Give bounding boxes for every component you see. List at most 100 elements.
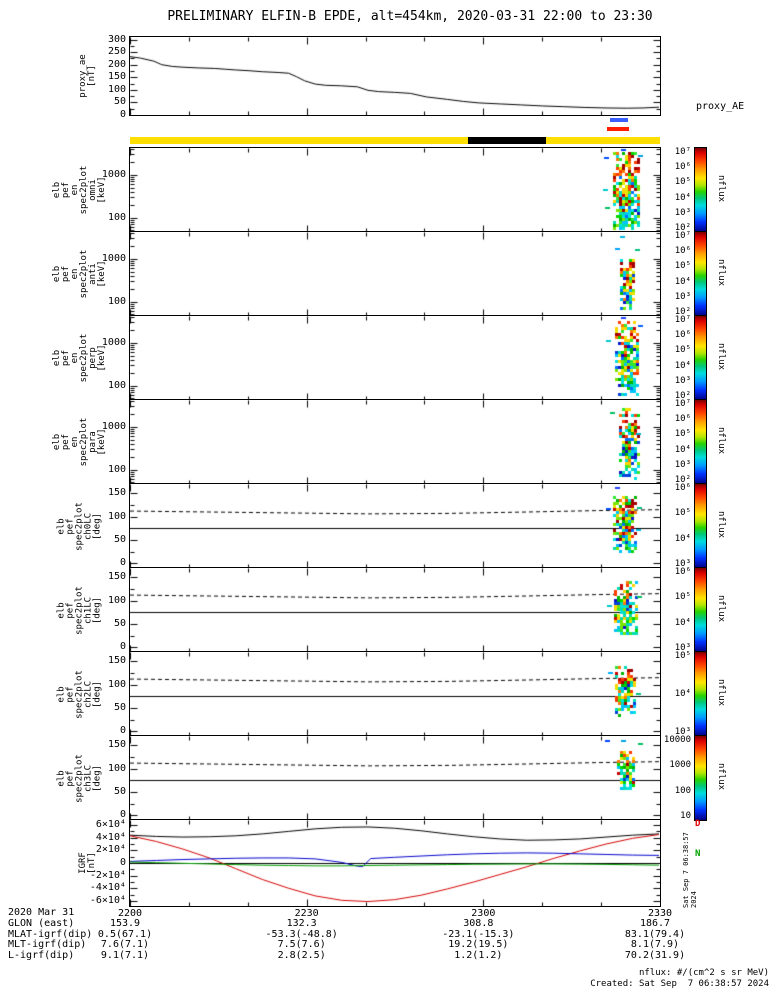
colorbar-pa_ch3lc [694, 735, 707, 821]
footer-value: 0.5(67.1) [97, 929, 153, 940]
y-tick-label-pa_ch2lc: 100 [107, 678, 126, 690]
colorbar-pa_ch0lc [694, 483, 707, 569]
colorbar-tick-pa_ch3lc: 10000 [663, 735, 691, 745]
y-tick-label-en_perp: 1000 [101, 336, 126, 348]
colorbar-tick-en_perp: 10⁶ [674, 330, 691, 341]
panel-pa_ch0lc [129, 483, 661, 569]
footer-value: 7.6(7.1) [100, 939, 150, 950]
panel-en_anti [129, 231, 661, 317]
panel-canvas-en_perp [130, 316, 660, 400]
panel-proxy_ae [129, 36, 661, 116]
y-axis-title-en_omni: elb pef en spec2plot omni [keV] [52, 148, 107, 232]
colorbar-tick-en_para: 10³ [674, 459, 691, 470]
y-tick-label-igrf: 4×10⁴ [95, 831, 126, 843]
y-tick-label-en_anti: 1000 [101, 252, 126, 264]
panel-canvas-igrf [130, 820, 660, 906]
proxy-ae-right-label: proxy_AE [696, 101, 745, 112]
colorbar-tick-pa_ch1lc: 10⁶ [674, 567, 691, 577]
created-timestamp: Created: Sat Sep 7 06:38:57 2024 [590, 979, 769, 989]
y-axis-title-line: [keV] [97, 428, 107, 456]
status-bar-black-segment [468, 137, 547, 144]
y-tick-label-pa_ch2lc: 50 [113, 702, 126, 713]
y-axis-title-pa_ch1lc: elb pef spec2plot ch1LC [deg] [57, 568, 103, 652]
colorbar-tick-en_anti: 10⁴ [674, 276, 691, 287]
status-bar-yellow [130, 137, 660, 144]
colorbar-tick-en_perp: 10⁴ [674, 360, 691, 371]
colorbar-axis-label-en_para: nflux [716, 427, 726, 455]
panel-canvas-pa_ch3lc [130, 736, 660, 820]
colorbar-tick-pa_ch3lc: 100 [674, 785, 691, 796]
y-axis-title-en_anti: elb pef en spec2plot anti [keV] [52, 232, 107, 316]
footer-value: 153.9 [109, 918, 141, 929]
y-tick-label-igrf: 6×10⁴ [95, 819, 126, 831]
colorbar-tick-pa_ch0lc: 10³ [674, 559, 691, 569]
y-tick-label-proxy_ae: 100 [107, 83, 126, 95]
colorbar-tick-pa_ch0lc: 10⁴ [674, 533, 691, 544]
panel-pa_ch3lc [129, 735, 661, 821]
colorbar-tick-en_anti: 10⁷ [674, 231, 691, 241]
nflux-units-note: nflux: #/(cm^2 s sr MeV) [638, 968, 769, 978]
colorbar-tick-en_para: 10⁶ [674, 414, 691, 425]
footer-value: 2.8(2.5) [277, 950, 326, 961]
colorbar-tick-pa_ch1lc: 10³ [674, 643, 691, 653]
y-tick-label-en_omni: 1000 [101, 168, 126, 180]
y-tick-label-en_anti: 100 [107, 295, 126, 307]
y-axis-title-pa_ch3lc: elb pef spec2plot ch3LC [deg] [57, 736, 103, 820]
y-tick-label-igrf: 0 [119, 857, 126, 868]
y-tick-label-en_perp: 100 [107, 379, 126, 391]
y-axis-title-igrf: IGRF [nT] [78, 820, 97, 906]
date-label: 2020 Mar 31 [8, 907, 75, 918]
colorbar-en_anti [694, 231, 707, 317]
y-axis-title-pa_ch0lc: elb pef spec2plot ch0LC [deg] [57, 484, 103, 568]
y-axis-title-proxy_ae: proxy_ae [nT] [78, 37, 97, 115]
colorbar-en_para [694, 399, 707, 485]
colorbar-tick-en_omni: 10⁵ [674, 177, 691, 188]
x-tick-label: 2200 [117, 908, 143, 919]
y-axis-title-line: [deg] [92, 764, 103, 792]
x-tick-label: 2330 [647, 908, 673, 919]
colorbar-tick-en_para: 10² [674, 475, 691, 485]
footer-value: 19.2(19.5) [448, 939, 509, 950]
panel-en_para [129, 399, 661, 485]
colorbar-tick-pa_ch3lc: 10 [680, 811, 691, 821]
y-tick-label-pa_ch0lc: 150 [107, 487, 126, 499]
colorbar-tick-en_para: 10⁷ [674, 399, 691, 409]
colorbar-axis-label-pa_ch3lc: nflux [716, 763, 726, 791]
footer-value: 7.5(7.6) [277, 939, 326, 950]
colorbar-tick-pa_ch2lc: 10⁴ [674, 689, 691, 699]
y-axis-title-line: [keV] [97, 176, 107, 204]
y-tick-label-proxy_ae: 250 [107, 46, 126, 58]
footer-value: -53.3(-48.8) [265, 929, 338, 940]
colorbar-pa_ch2lc [694, 651, 707, 737]
y-tick-label-pa_ch1lc: 0 [119, 641, 126, 653]
footer-value: 1.2(1.2) [454, 950, 503, 961]
footer-value: 9.1(7.1) [100, 950, 150, 961]
y-axis-title-line: [keV] [97, 344, 107, 372]
colorbar-tick-pa_ch1lc: 10⁵ [674, 592, 691, 603]
colorbar-tick-en_anti: 10³ [674, 291, 691, 302]
y-tick-label-pa_ch3lc: 50 [113, 786, 126, 797]
colorbar-axis-label-pa_ch2lc: nflux [716, 679, 726, 707]
igrf-line-marker-D: D [695, 819, 701, 829]
y-tick-label-igrf: -6×10⁴ [89, 894, 126, 906]
y-axis-title-en_perp: elb pef en spec2plot perp [keV] [52, 316, 107, 400]
panel-canvas-pa_ch0lc [130, 484, 660, 568]
y-tick-label-pa_ch0lc: 100 [107, 510, 126, 522]
colorbar-axis-label-en_anti: nflux [716, 259, 726, 287]
y-tick-label-proxy_ae: 200 [107, 58, 126, 70]
colorbar-en_omni [694, 147, 707, 233]
colorbar-tick-en_omni: 10⁷ [674, 147, 691, 157]
footer-value: 70.2(31.9) [624, 950, 686, 961]
colorbar-axis-label-pa_ch1lc: nflux [716, 595, 726, 623]
y-tick-label-igrf: -2×10⁴ [89, 869, 126, 881]
x-tick-label: 2230 [294, 908, 319, 919]
footer-value: 308.8 [463, 918, 494, 929]
colorbar-tick-en_perp: 10⁵ [674, 345, 691, 356]
colorbar-en_perp [694, 315, 707, 401]
colorbar-tick-en_anti: 10⁶ [674, 246, 691, 257]
y-axis-title-pa_ch2lc: elb pef spec2plot ch2LC [deg] [57, 652, 103, 736]
colorbar-axis-label-pa_ch0lc: nflux [716, 511, 726, 539]
y-tick-label-pa_ch0lc: 0 [119, 557, 126, 569]
y-axis-title-line: [nT] [87, 852, 97, 874]
y-tick-label-pa_ch1lc: 150 [107, 571, 126, 583]
